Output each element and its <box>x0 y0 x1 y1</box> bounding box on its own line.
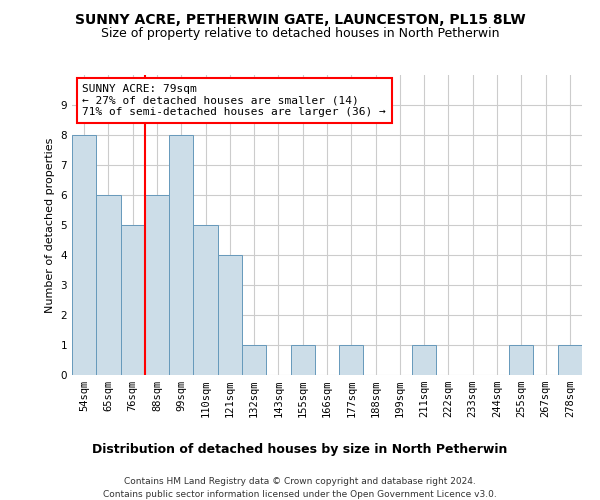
Bar <box>145 195 169 375</box>
Text: Contains HM Land Registry data © Crown copyright and database right 2024.: Contains HM Land Registry data © Crown c… <box>124 478 476 486</box>
Text: Distribution of detached houses by size in North Petherwin: Distribution of detached houses by size … <box>92 442 508 456</box>
Bar <box>193 225 218 375</box>
Bar <box>169 135 193 375</box>
Bar <box>96 195 121 375</box>
Bar <box>218 255 242 375</box>
Bar <box>121 225 145 375</box>
Bar <box>242 345 266 375</box>
Text: Contains public sector information licensed under the Open Government Licence v3: Contains public sector information licen… <box>103 490 497 499</box>
Bar <box>290 345 315 375</box>
Bar <box>412 345 436 375</box>
Text: SUNNY ACRE, PETHERWIN GATE, LAUNCESTON, PL15 8LW: SUNNY ACRE, PETHERWIN GATE, LAUNCESTON, … <box>74 12 526 26</box>
Y-axis label: Number of detached properties: Number of detached properties <box>45 138 55 312</box>
Bar <box>509 345 533 375</box>
Bar <box>339 345 364 375</box>
Text: SUNNY ACRE: 79sqm
← 27% of detached houses are smaller (14)
71% of semi-detached: SUNNY ACRE: 79sqm ← 27% of detached hous… <box>82 84 386 117</box>
Text: Size of property relative to detached houses in North Petherwin: Size of property relative to detached ho… <box>101 28 499 40</box>
Bar <box>558 345 582 375</box>
Bar <box>72 135 96 375</box>
